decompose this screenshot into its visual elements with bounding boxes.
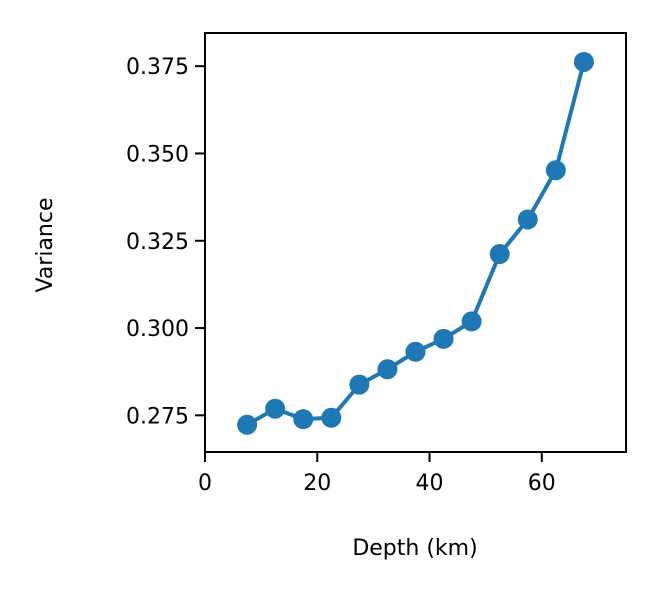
data-point [293,409,314,430]
plot-area [205,33,626,452]
data-point [489,244,510,265]
y-tick-label: 0.375 [126,55,189,80]
data-point [405,341,426,362]
y-axis-label: Variance [33,197,58,292]
y-tick-label: 0.300 [126,317,189,342]
data-point [461,311,482,332]
data-point [349,374,370,395]
x-tick-label: 40 [416,471,444,496]
x-axis-ticks: 0 20 40 60 [198,452,556,496]
y-axis-ticks: 0.275 0.300 0.325 0.350 0.375 [126,55,205,429]
data-point [265,398,286,419]
y-tick-label: 0.350 [126,142,189,167]
x-tick-label: 20 [303,471,331,496]
data-point [517,209,538,230]
data-point [377,359,398,380]
data-point [545,160,566,181]
data-point [433,328,454,349]
y-tick-label: 0.325 [126,230,189,255]
plot-frame [204,32,627,453]
series-layer [237,51,594,435]
data-point [321,407,342,428]
data-point [237,414,258,435]
x-tick-label: 60 [528,471,556,496]
y-tick-label: 0.275 [126,404,189,429]
x-axis-label: Depth (km) [352,536,477,561]
data-point [573,51,594,72]
x-tick-label: 0 [198,471,212,496]
